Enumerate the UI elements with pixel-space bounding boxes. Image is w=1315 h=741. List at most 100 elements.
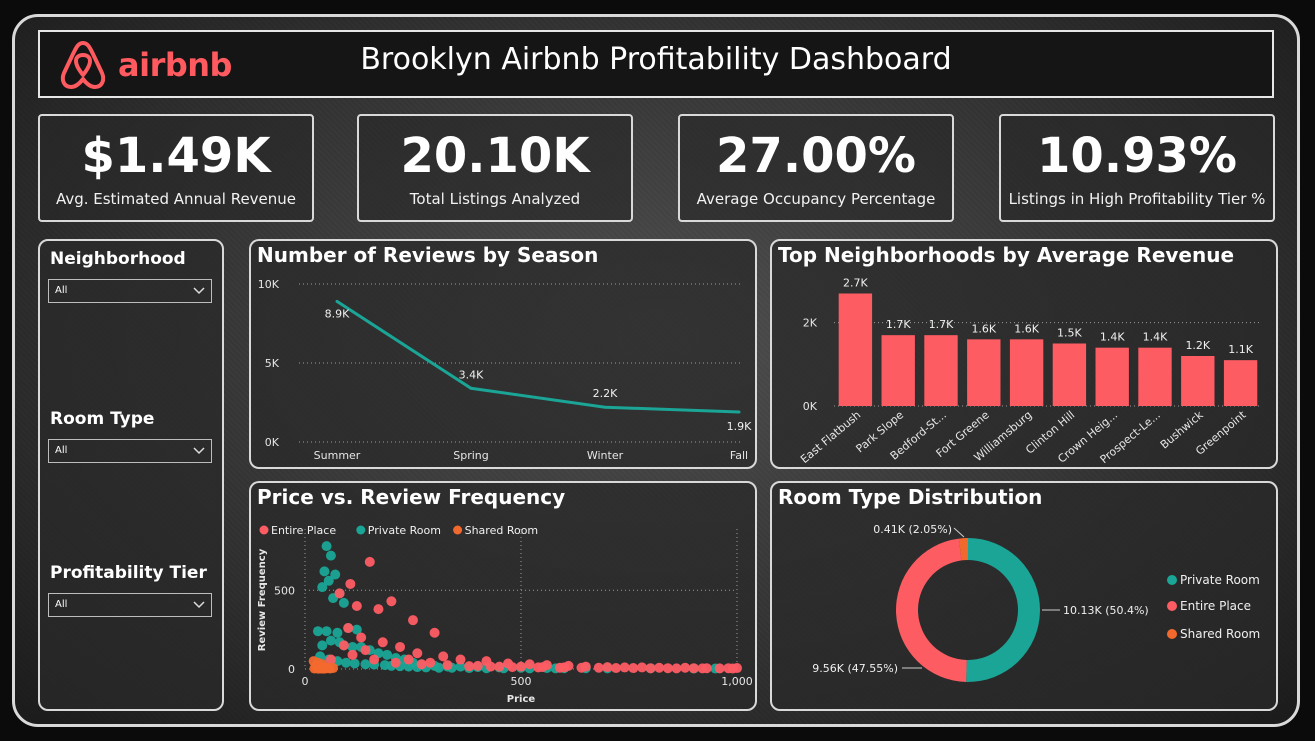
data-label: 1.4K (1100, 331, 1125, 344)
scatter-point (494, 661, 505, 672)
scatter-point (485, 661, 496, 672)
reviews-by-season-panel: Number of Reviews by Season 0K 5K 10K 8.9K 3… (249, 239, 757, 469)
y-tick-label: 10K (258, 278, 280, 291)
scatter-point (429, 627, 440, 638)
donut-slice (895, 538, 967, 682)
scatter-point (438, 651, 449, 662)
data-label: 9.56K (47.55%) (812, 662, 898, 675)
scatter-point (317, 640, 328, 651)
data-label: 1.4K (1143, 331, 1168, 344)
scatter-point (377, 637, 388, 648)
bar (924, 335, 958, 406)
legend-label: Entire Place (271, 524, 336, 537)
scatter-point (325, 550, 336, 561)
scatter-point (455, 661, 466, 672)
x-tick-label: Spring (453, 449, 489, 462)
scatter-point (593, 662, 604, 673)
bar (881, 335, 915, 406)
legend-marker (356, 525, 366, 535)
scatter-point (347, 641, 358, 652)
y-tick-label: 0K (803, 400, 818, 413)
scatter-point (654, 662, 665, 673)
scatter-point (403, 661, 414, 672)
profitability-tier-dropdown[interactable]: All (48, 593, 212, 617)
scatter-point (356, 632, 367, 643)
chevron-down-icon (193, 601, 205, 609)
bar (1009, 339, 1044, 406)
data-label: 1.7K (929, 318, 954, 331)
x-tick-label: 1,000 (721, 675, 753, 688)
y-tick-label: 0 (288, 663, 295, 676)
data-label: 1.6K (1014, 322, 1039, 335)
kpi-card-avg-revenue: $1.49K Avg. Estimated Annual Revenue (38, 114, 314, 222)
scatter-point (364, 556, 375, 567)
room-type-dropdown[interactable]: All (48, 439, 212, 463)
scatter-point (416, 659, 427, 670)
scatter-point (403, 654, 414, 665)
y-tick-label: 5K (265, 357, 280, 370)
data-label: 1.7K (886, 318, 911, 331)
kpi-label: Listings in High Profitability Tier % (1008, 190, 1266, 208)
legend-label: Shared Room (465, 524, 539, 537)
scatter-point (619, 662, 630, 673)
legend-marker (259, 525, 269, 535)
chart-title: Number of Reviews by Season (257, 243, 599, 267)
y-tick-label: 2K (803, 317, 818, 330)
chart-title: Room Type Distribution (778, 485, 1043, 509)
scatter-point (343, 623, 354, 634)
reviews-by-season-chart: 0K 5K 10K 8.9K 3.4K 2.2K 1.9K Summer Spring Winte… (258, 278, 752, 462)
price-vs-reviews-chart: 0 500 0 500 1,000 Price Review FrequencyEntire… (257, 524, 753, 705)
data-label: 10.13K (50.4%) (1063, 604, 1149, 617)
room-type-distribution-chart: 10.13K (50.4%) 9.56K (47.55%) 0.41K (2.05%… (812, 523, 1260, 682)
scatter-point (345, 578, 356, 589)
data-label: 1.5K (1057, 327, 1082, 340)
scatter-point (312, 626, 323, 637)
data-label: 2.2K (593, 387, 618, 400)
scatter-point (507, 662, 518, 673)
legend-label: Shared Room (1180, 627, 1260, 641)
scatter-point (516, 661, 526, 672)
legend-label: Private Room (368, 524, 441, 537)
scatter-point (412, 648, 423, 659)
donut-slice (966, 538, 1040, 682)
data-label: 0.41K (2.05%) (873, 523, 952, 536)
chevron-down-icon (193, 447, 205, 455)
neighborhood-dropdown[interactable]: All (48, 279, 212, 303)
top-neighborhoods-panel: Top Neighborhoods by Average Revenue 0K 2… (770, 239, 1278, 469)
scatter-point (433, 662, 444, 673)
scatter-point (395, 641, 406, 652)
data-point (335, 299, 339, 303)
scatter-point (688, 663, 699, 674)
x-tick-label: Fall (730, 449, 748, 462)
neighborhood-filter-label: Neighborhood (50, 249, 186, 269)
legend-marker (1167, 629, 1177, 639)
scatter-point (318, 663, 329, 674)
scatter-point (369, 654, 380, 665)
donut-slice (958, 538, 968, 561)
leader-line (953, 527, 965, 538)
kpi-card-high-profitability: 10.93% Listings in High Profitability Ti… (999, 114, 1275, 222)
chart-title: Price vs. Review Frequency (257, 485, 566, 509)
scatter-point (338, 640, 349, 651)
series-line (336, 300, 740, 414)
dropdown-value: All (55, 285, 68, 296)
bar (1138, 347, 1172, 406)
scatter-point (321, 541, 332, 552)
scatter-point (697, 663, 708, 674)
profitability-tier-filter-label: Profitability Tier (50, 563, 207, 583)
scatter-point (602, 662, 613, 673)
scatter-point (472, 660, 483, 671)
dropdown-value: All (55, 599, 68, 610)
scatter-point (386, 596, 397, 607)
scatter-point (390, 657, 401, 668)
scatter-point (325, 654, 336, 665)
scatter-point (382, 649, 393, 660)
scatter-point (636, 662, 647, 673)
page-title: Brooklyn Airbnb Profitability Dashboard (360, 42, 952, 77)
scatter-point (319, 566, 330, 577)
scatter-point (680, 662, 691, 673)
data-point (737, 410, 741, 414)
x-tick-label: East Flatbush (798, 408, 863, 466)
scatter-point (533, 662, 544, 673)
data-label: 1.9K (727, 420, 752, 433)
